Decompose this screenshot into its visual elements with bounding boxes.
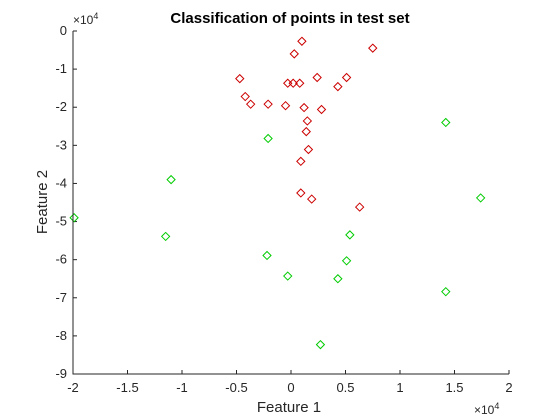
y-axis-label: Feature 2	[34, 170, 51, 234]
green-diamond-point	[475, 193, 486, 203]
green-diamond-point	[315, 339, 326, 350]
green-diamond-point	[263, 133, 273, 144]
x-tick-label: -0.5	[225, 380, 247, 395]
red-diamond-point	[245, 99, 256, 109]
red-diamond-point	[235, 73, 245, 84]
red-diamond-point	[296, 188, 306, 198]
x-tick-label: 2	[505, 380, 512, 395]
green-diamond-point	[69, 213, 79, 223]
y-axis-exponent: ×104	[73, 11, 98, 27]
y-tick-label: -4	[55, 175, 67, 190]
x-tick-label: 0	[287, 380, 294, 395]
y-tick-label: -1	[55, 61, 67, 76]
red-diamond-point	[296, 156, 306, 167]
red-diamond-point	[283, 78, 293, 88]
x-tick-label: 0.5	[336, 380, 354, 395]
x-tick-label: 1.5	[445, 380, 463, 395]
x-axis-label: Feature 1	[257, 399, 321, 416]
green-diamond-point	[160, 231, 171, 242]
green-diamond-point	[283, 271, 293, 281]
y-tick-label: -2	[55, 99, 67, 114]
x-axis-exponent: ×104	[474, 401, 499, 417]
green-diamond-point	[333, 274, 343, 284]
red-diamond-point	[307, 194, 317, 204]
y-tick-label: -6	[55, 252, 67, 267]
green-diamond-point	[441, 117, 451, 128]
green-diamond-point	[441, 286, 451, 297]
y-tick-label: -9	[55, 366, 67, 381]
red-diamond-point	[354, 202, 365, 212]
red-diamond-point	[333, 81, 343, 92]
red-diamond-point	[280, 100, 291, 111]
chart-title: Classification of points in test set	[170, 10, 409, 27]
red-diamond-point	[295, 78, 305, 88]
red-diamond-point	[312, 72, 322, 83]
axis-ticks: -2 -1.5 -1 -0.5 0 0.5 1 1.5 2 0 -1 -2 -3 -4 -5 -6 -7 -8 -9	[55, 23, 512, 395]
red-diamond-point	[302, 116, 313, 126]
x-tick-label: -1	[176, 380, 188, 395]
y-tick-label: 0	[60, 23, 67, 38]
red-diamond-point	[301, 126, 311, 137]
axes-box	[72, 31, 509, 375]
red-diamond-point	[303, 144, 314, 155]
y-tick-label: -7	[55, 290, 67, 305]
y-tick-label: -3	[55, 137, 67, 152]
green-diamond-point	[166, 174, 176, 185]
red-diamond-point	[368, 43, 378, 53]
x-tick-label: 1	[396, 380, 403, 395]
y-tick-label: -5	[55, 214, 67, 229]
red-diamond-point	[341, 72, 352, 83]
x-tick-label: -1.5	[116, 380, 138, 395]
y-tick-label: -8	[55, 328, 67, 343]
red-diamond-point	[240, 91, 250, 102]
red-diamond-point	[263, 99, 273, 109]
data-points	[69, 36, 486, 350]
green-diamond-point	[262, 250, 272, 261]
red-diamond-point	[288, 78, 298, 88]
x-tick-label: -2	[67, 380, 79, 395]
green-diamond-point	[341, 256, 352, 266]
red-diamond-point	[316, 104, 327, 115]
red-diamond-point	[289, 49, 299, 59]
red-diamond-point	[299, 102, 309, 113]
green-diamond-point	[345, 230, 355, 240]
red-diamond-point	[297, 36, 307, 46]
